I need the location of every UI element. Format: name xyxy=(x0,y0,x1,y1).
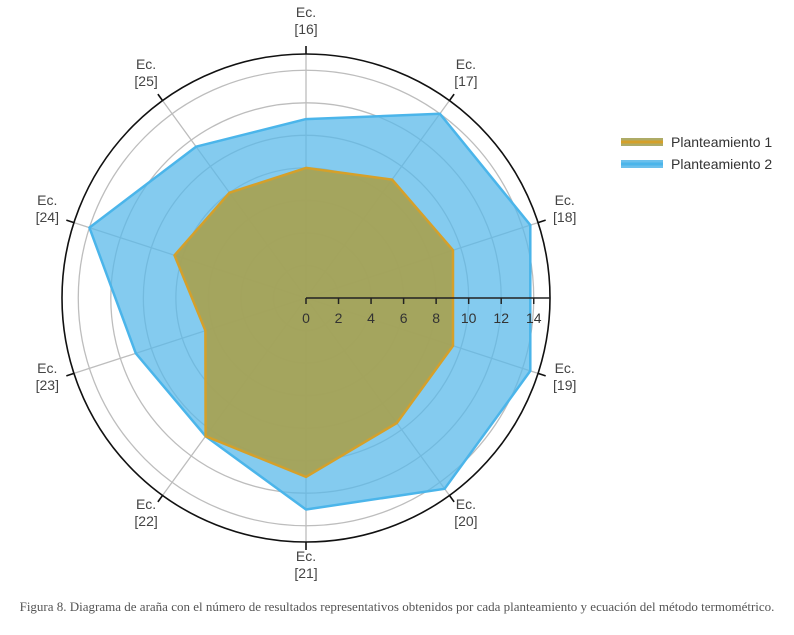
category-label: Ec. [23] xyxy=(36,360,59,393)
axis-outer-tick xyxy=(448,93,455,102)
legend-item-2[interactable]: Planteamiento 2 xyxy=(621,156,772,172)
category-label-line1: Ec. xyxy=(296,4,316,20)
category-label: Ec. [20] xyxy=(454,496,477,529)
radial-tick-label: 2 xyxy=(335,310,343,326)
category-label-line2: [22] xyxy=(134,513,157,529)
category-label-line2: [20] xyxy=(454,513,477,529)
axis-outer-tick xyxy=(537,219,546,224)
category-label: Ec. [21] xyxy=(294,548,317,581)
legend[interactable]: Planteamiento 1 Planteamiento 2 xyxy=(621,134,772,172)
category-label-line1: Ec. xyxy=(555,360,575,376)
radar-chart: 0 2 4 6 8 10 12 14 Ec. [16]Ec. [17]Ec. [18]Ec. [19]… xyxy=(36,4,773,581)
category-label: Ec. [18] xyxy=(553,192,576,225)
category-label: Ec. [19] xyxy=(553,360,576,393)
category-label-line1: Ec. xyxy=(456,496,476,512)
figure-caption: Figura 8. Diagrama de araña con el númer… xyxy=(19,599,775,614)
category-label-line1: Ec. xyxy=(296,548,316,564)
category-label-line2: [19] xyxy=(553,377,576,393)
category-label: Ec. [22] xyxy=(134,496,157,529)
legend-item-1[interactable]: Planteamiento 1 xyxy=(621,134,772,150)
category-label-line2: [17] xyxy=(454,73,477,89)
radial-tick-label: 0 xyxy=(302,310,310,326)
axis-outer-tick xyxy=(66,219,75,224)
category-label-line1: Ec. xyxy=(555,192,575,208)
category-label-line2: [25] xyxy=(134,73,157,89)
radial-axis: 0 2 4 6 8 10 12 14 xyxy=(61,46,551,550)
axis-outer-tick xyxy=(448,494,455,503)
series-layer xyxy=(88,112,532,511)
radial-tick-label: 10 xyxy=(461,310,477,326)
category-label-line1: Ec. xyxy=(456,56,476,72)
category-label: Ec. [17] xyxy=(454,56,477,89)
category-label: Ec. [24] xyxy=(36,192,59,225)
legend-label: Planteamiento 1 xyxy=(671,134,772,150)
category-labels: Ec. [16]Ec. [17]Ec. [18]Ec. [19]Ec. [20]Ec. [2… xyxy=(36,4,577,581)
category-label-line1: Ec. xyxy=(136,56,156,72)
category-label-line2: [21] xyxy=(294,565,317,581)
axis-outer-tick xyxy=(537,372,546,377)
series-polygon-1 xyxy=(173,166,455,479)
category-label-line1: Ec. xyxy=(37,360,57,376)
axis-outer-tick xyxy=(66,372,75,377)
category-label-line2: [24] xyxy=(36,209,59,225)
radial-tick-label: 6 xyxy=(400,310,408,326)
radial-tick-label: 4 xyxy=(367,310,375,326)
category-label-line2: [16] xyxy=(294,21,317,37)
category-label-line2: [23] xyxy=(36,377,59,393)
category-label-line1: Ec. xyxy=(37,192,57,208)
radial-tick-label: 12 xyxy=(493,310,509,326)
category-label-line2: [18] xyxy=(553,209,576,225)
legend-label: Planteamiento 2 xyxy=(671,156,772,172)
category-label: Ec. [25] xyxy=(134,56,157,89)
axis-outer-tick xyxy=(157,93,164,102)
axis-outer-tick xyxy=(157,494,164,503)
radial-tick-label: 14 xyxy=(526,310,542,326)
category-label-line1: Ec. xyxy=(136,496,156,512)
radial-tick-label: 8 xyxy=(432,310,440,326)
category-label: Ec. [16] xyxy=(294,4,317,37)
